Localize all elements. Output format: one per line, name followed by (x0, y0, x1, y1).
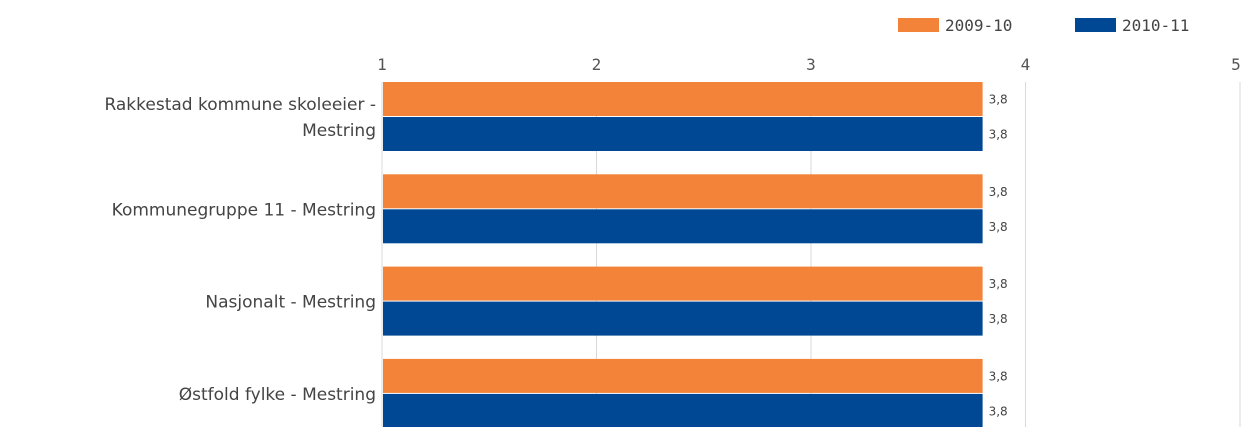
legend-label: 2009-10 (945, 16, 1012, 35)
legend: 2009-10 2010-11 (898, 16, 1189, 35)
bar (383, 117, 983, 151)
data-label: 3,8 (989, 128, 1008, 142)
legend-label: 2010-11 (1122, 16, 1189, 35)
data-label: 3,8 (989, 220, 1008, 234)
bar (383, 358, 983, 393)
x-tick-label: 2 (592, 55, 602, 74)
x-tick-label: 5 (1231, 55, 1241, 74)
x-tick-label: 3 (806, 55, 816, 74)
bar (383, 266, 983, 301)
bar (383, 393, 983, 427)
bars (383, 82, 983, 427)
category-labels: Rakkestad kommune skoleeier - Mestring Kom… (104, 95, 376, 405)
data-label: 3,8 (989, 369, 1008, 383)
category-label: Kommunegruppe 11 - Mestring (112, 200, 376, 220)
category-label: Rakkestad kommune skoleeier - (104, 95, 376, 115)
data-label: 3,8 (989, 404, 1008, 418)
value-labels: 3,8 3,8 3,8 3,8 3,8 3,8 3,8 3,8 (989, 93, 1008, 419)
category-label: Nasjonalt - Mestring (205, 293, 376, 313)
category-label: Østfold fylke - Mestring (179, 385, 376, 405)
category-label: Mestring (302, 121, 376, 141)
data-label: 3,8 (989, 277, 1008, 291)
data-label: 3,8 (989, 312, 1008, 326)
data-label: 3,8 (989, 93, 1008, 107)
x-tick-label: 4 (1021, 55, 1031, 74)
data-label: 3,8 (989, 185, 1008, 199)
legend-swatch (898, 18, 939, 32)
x-axis-ticks: 1 2 3 4 5 (377, 55, 1241, 74)
bar (383, 174, 983, 209)
x-tick-label: 1 (377, 55, 387, 74)
bar (383, 82, 983, 116)
bar (383, 301, 983, 336)
legend-swatch (1075, 18, 1116, 32)
bar (383, 209, 983, 244)
